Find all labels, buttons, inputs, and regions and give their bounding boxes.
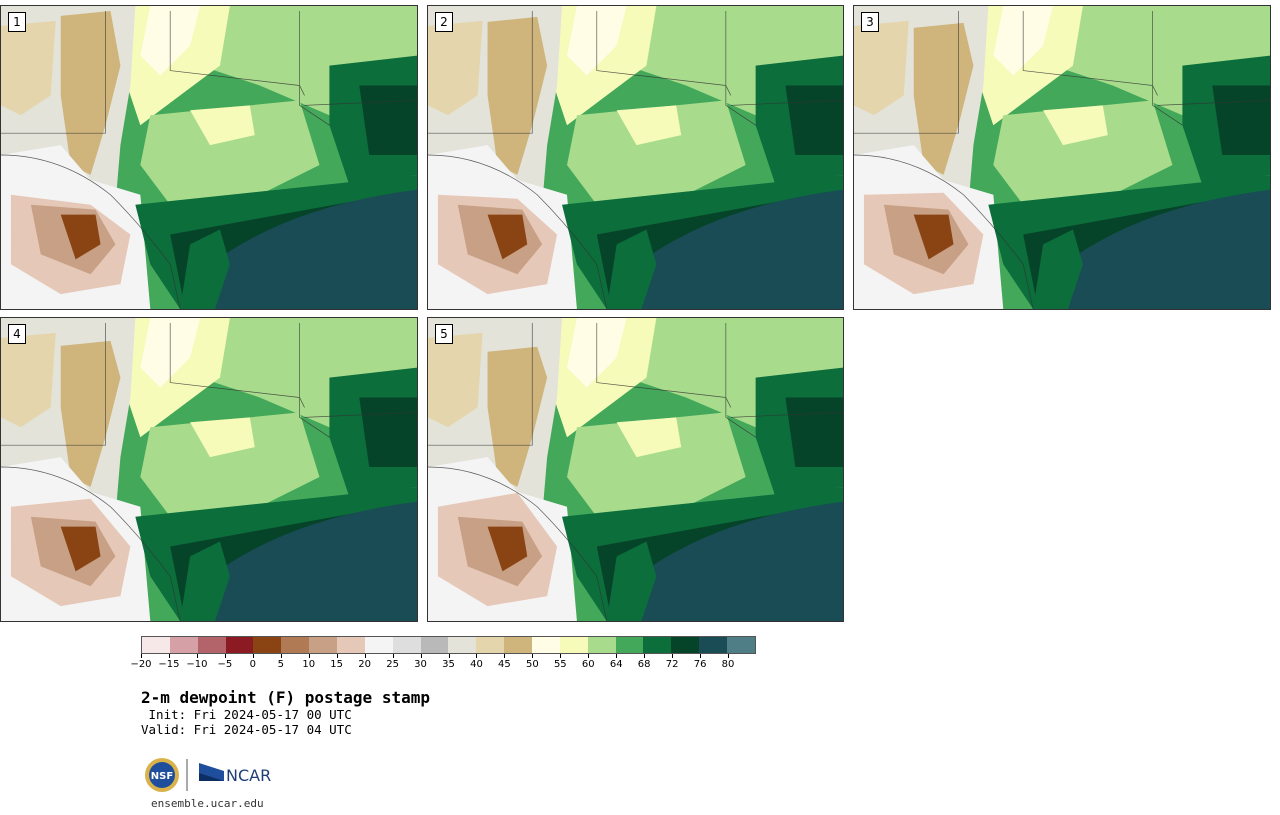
colorbar-swatch: [169, 637, 198, 653]
colorbar-swatch: [504, 637, 533, 653]
svg-text:NCAR: NCAR: [226, 766, 271, 785]
valid-time: Valid: Fri 2024-05-17 04 UTC: [141, 722, 352, 737]
colorbar-tick: [728, 654, 730, 658]
colorbar-swatch: [476, 637, 505, 653]
colorbar-tick-label: 5: [277, 659, 284, 670]
colorbar-swatch: [532, 637, 560, 653]
colorbar-tick: [644, 654, 646, 658]
dewpoint-map-2: [428, 6, 843, 309]
ncar-logo-icon: NCAR: [199, 763, 271, 785]
colorbar-tick: [420, 654, 422, 658]
colorbar-tick: [280, 654, 282, 658]
dewpoint-map-1: [1, 6, 417, 309]
colorbar-swatch: [559, 637, 588, 653]
colorbar-tick: [252, 654, 254, 658]
colorbar-tick-label: 50: [525, 659, 539, 670]
colorbar-tick-label: 20: [358, 659, 371, 670]
dewpoint-map-4: [1, 318, 417, 621]
colorbar-swatch: [197, 637, 226, 653]
colorbar-swatch: [309, 637, 338, 653]
colorbar-tick: [476, 654, 478, 658]
colorbar-tick-label: 10: [302, 659, 316, 670]
colorbar-tick-label: 45: [498, 659, 511, 670]
colorbar-tick-label: 30: [414, 659, 427, 670]
site-url: ensemble.ucar.edu: [151, 797, 264, 810]
colorbar-tick: [364, 654, 366, 658]
colorbar-tick: [141, 654, 142, 658]
panel-label: 4: [8, 324, 26, 344]
colorbar-tick: [308, 654, 310, 658]
svg-text:NSF: NSF: [151, 771, 173, 782]
chart-title: 2-m dewpoint (F) postage stamp: [141, 688, 430, 707]
colorbar-tick: [336, 654, 338, 658]
colorbar-swatch: [643, 637, 672, 653]
colorbar-tick-label: 60: [581, 659, 595, 670]
colorbar-tick-label: 72: [665, 659, 679, 670]
colorbar-swatch: [727, 637, 755, 653]
forecast-panel-2: 2: [427, 5, 844, 310]
colorbar-swatch: [392, 637, 421, 653]
forecast-panel-1: 1: [0, 5, 418, 310]
colorbar-swatch: [699, 637, 728, 653]
colorbar-tick-label: 64: [609, 659, 623, 670]
forecast-panel-4: 4: [0, 317, 418, 622]
colorbar-tick-label: −15: [158, 659, 180, 670]
colorbar-swatch: [615, 637, 644, 653]
colorbar-tick: [504, 654, 506, 658]
colorbar-tick-label: −5: [217, 659, 233, 670]
colorbar-tick-label: 80: [721, 659, 735, 670]
colorbar-tick-label: 40: [470, 659, 483, 670]
colorbar-swatch: [225, 637, 254, 653]
forecast-panel-5: 5: [427, 317, 844, 622]
colorbar-tick: [560, 654, 562, 658]
colorbar-tick-label: −10: [186, 659, 208, 670]
colorbar-tick: [616, 654, 618, 658]
colorbar-tick: [448, 654, 450, 658]
colorbar-swatch: [364, 637, 393, 653]
colorbar-swatch: [587, 637, 616, 653]
panel-label: 2: [435, 12, 453, 32]
colorbar-tick-label: −20: [130, 659, 152, 670]
colorbar-swatch: [420, 637, 449, 653]
colorbar-tick-label: 15: [330, 659, 344, 670]
colorbar: [141, 636, 756, 654]
colorbar-tick-label: 25: [386, 659, 399, 670]
dewpoint-map-5: [428, 318, 843, 621]
colorbar-tick-label: 76: [693, 659, 707, 670]
init-time: Init: Fri 2024-05-17 00 UTC: [141, 707, 352, 722]
colorbar-ticks: −20 −15 −10 −5 0 5 10 15 20 25 30 35 40 45 50 55 60 64 68 7…: [130, 654, 756, 674]
colorbar-tick: [392, 654, 394, 658]
colorbar-swatch: [142, 637, 170, 653]
nsf-ncar-logo: NSF NCAR: [145, 758, 271, 792]
colorbar-swatch: [337, 637, 365, 653]
nsf-logo-icon: NSF: [145, 758, 179, 792]
panel-label: 5: [435, 324, 453, 344]
colorbar-tick: [196, 654, 198, 658]
colorbar-tick-label: 0: [249, 659, 256, 670]
colorbar-tick-label: 55: [553, 659, 567, 670]
colorbar-tick: [532, 654, 534, 658]
forecast-panel-3: 3: [853, 5, 1271, 310]
colorbar-swatch: [281, 637, 310, 653]
dewpoint-map-3: [854, 6, 1270, 309]
colorbar-tick: [168, 654, 170, 658]
colorbar-tick: [588, 654, 590, 658]
colorbar-tick: [224, 654, 226, 658]
panel-label: 3: [861, 12, 879, 32]
panel-label: 1: [8, 12, 26, 32]
colorbar-tick-label: 68: [637, 659, 651, 670]
colorbar-swatch: [671, 637, 700, 653]
colorbar-tick-label: 35: [442, 659, 455, 670]
colorbar-tick: [672, 654, 674, 658]
colorbar-tick: [700, 654, 702, 658]
colorbar-swatch: [448, 637, 477, 653]
colorbar-swatch: [253, 637, 282, 653]
